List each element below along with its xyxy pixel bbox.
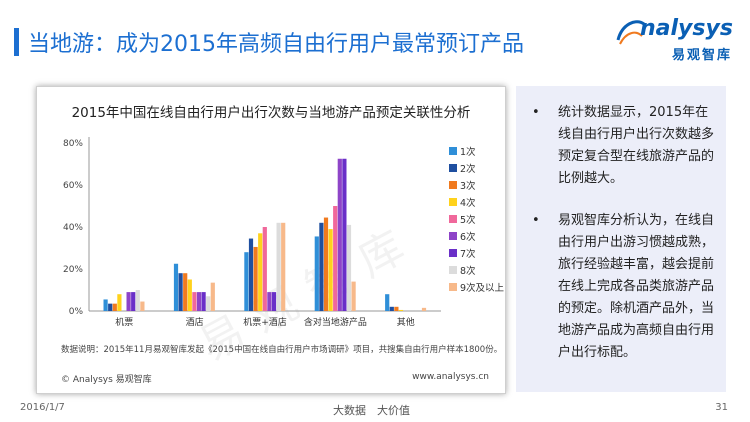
chart-website: www.analysys.cn: [412, 372, 489, 382]
bar-2-7: [201, 292, 206, 311]
legend-label-9: 9次及以上: [460, 282, 505, 294]
legend-label-8: 8次: [460, 265, 476, 277]
x-tick-label: 机票+酒店: [243, 316, 287, 328]
legend-swatch-6: [449, 232, 457, 240]
legend-swatch-3: [449, 181, 457, 189]
bar-4-3: [323, 217, 329, 311]
legend-label-4: 4次: [460, 197, 476, 209]
legend-label-5: 5次: [460, 214, 476, 226]
y-tick-label: 20%: [63, 265, 83, 275]
bar-1-7: [131, 292, 136, 311]
bar-1-9: [140, 301, 145, 311]
logo-cn-text: 易观智库: [672, 48, 733, 63]
bullet-dot: •: [532, 105, 540, 120]
legend-label-3: 3次: [460, 180, 476, 192]
page-number: 31: [715, 402, 728, 413]
bar-4-2: [319, 222, 324, 311]
bar-3-1: [244, 252, 249, 311]
bar-2-5: [192, 292, 197, 311]
legend-swatch-7: [449, 249, 457, 257]
y-tick-label: 80%: [63, 139, 83, 149]
legend-swatch-2: [449, 164, 457, 172]
bar-4-6: [337, 158, 342, 311]
legend-label-7: 7次: [460, 248, 476, 260]
bullet-text: 统计数据显示，2015年在线自由行用户出行次数越多预定复合型在线旅游产品的比例越…: [558, 105, 715, 186]
bar-3-3: [253, 246, 258, 311]
bar-2-8: [206, 296, 211, 311]
bar-2-4: [187, 279, 192, 311]
bar-3-9: [281, 222, 286, 311]
x-tick-label: 其他: [397, 316, 415, 328]
chart-card: 易观智库 2015年中国在线自由行用户出行次数与当地游产品预定关联性分析 0% 2…: [36, 86, 506, 394]
page-title: 当地游：成为2015年高频自由行用户最常预订产品: [28, 32, 524, 57]
bar-4-4: [328, 229, 333, 311]
bar-2-3: [183, 273, 188, 311]
bar-3-4: [258, 233, 263, 311]
bar-5-9: [421, 307, 427, 311]
analysis-bullet-2: • 易观智库分析认为，在线自由行用户出游习惯越成熟，旅行经验越丰富，越会提前在线…: [530, 210, 716, 364]
y-tick-label: 0%: [69, 307, 84, 317]
analysys-logo: nalysys 易观智库: [612, 14, 738, 64]
bar-3-5: [262, 227, 267, 311]
legend-swatch-5: [449, 215, 457, 223]
bullet-dot: •: [532, 213, 540, 228]
bar-3-8: [276, 222, 281, 311]
y-tick-label: 60%: [63, 181, 83, 191]
footer-slogan: 大数据 大价值: [333, 404, 410, 417]
bar-chart: 0% 20% 40% 60% 80% 机票 酒店 机票+酒店 含对当地游产品 其他 1次 2次 3次 4次…: [63, 137, 505, 328]
bar-4-5: [333, 206, 338, 311]
legend-label-6: 6次: [460, 231, 476, 243]
legend-label-1: 1次: [460, 146, 476, 158]
bar-5-3: [394, 306, 399, 311]
bar-3-2: [248, 238, 254, 311]
legend-swatch-4: [449, 198, 457, 206]
bar-2-6: [196, 292, 202, 311]
legend-swatch-1: [449, 147, 457, 155]
bar-2-2: [178, 273, 183, 311]
bar-4-1: [314, 236, 319, 311]
bar-1-3: [112, 303, 117, 311]
legend-swatch-8: [449, 266, 457, 274]
footer-date: 2016/1/7: [20, 402, 65, 413]
bar-5-4: [398, 309, 404, 311]
legend-swatch-9: [449, 283, 457, 291]
bar-4-7: [342, 158, 347, 311]
analysis-panel: • 统计数据显示，2015年在线自由行用户出行次数越多预定复合型在线旅游产品的比…: [516, 86, 726, 392]
logo-swoosh-icon: [616, 20, 645, 45]
bar-4-9: [351, 281, 356, 311]
bar-2-9: [210, 282, 215, 311]
bar-5-1: [385, 294, 390, 311]
chart-copyright: © Analysys 易观智库: [61, 375, 152, 385]
bar-1-1: [103, 299, 108, 311]
bar-1-8: [135, 290, 140, 311]
bar-3-6: [267, 292, 272, 311]
chart-title: 2015年中国在线自由行用户出行次数与当地游产品预定关联性分析: [71, 105, 471, 121]
bar-2-1: [173, 263, 179, 311]
bar-1-4: [117, 294, 122, 311]
x-tick-label: 酒店: [186, 316, 204, 328]
logo-text: nalysys: [640, 16, 733, 41]
x-tick-label: 机票: [115, 316, 133, 328]
bullet-text: 易观智库分析认为，在线自由行用户出游习惯越成熟，旅行经验越丰富，越会提前在线上完…: [558, 213, 715, 360]
x-tick-label: 含对当地游产品: [304, 316, 367, 328]
bar-1-6: [126, 292, 131, 311]
y-tick-label: 40%: [63, 223, 83, 233]
title-accent-bar: [14, 28, 19, 56]
bar-3-7: [271, 292, 277, 311]
chart-note: 数据说明：2015年11月易观智库发起《2015中国在线自由行用户市场调研》项目…: [61, 345, 503, 355]
bar-1-2: [108, 303, 113, 311]
bar-4-8: [346, 224, 352, 311]
bar-5-2: [389, 306, 394, 311]
legend-label-2: 2次: [460, 163, 476, 175]
analysis-bullet-1: • 统计数据显示，2015年在线自由行用户出行次数越多预定复合型在线旅游产品的比…: [530, 102, 716, 190]
